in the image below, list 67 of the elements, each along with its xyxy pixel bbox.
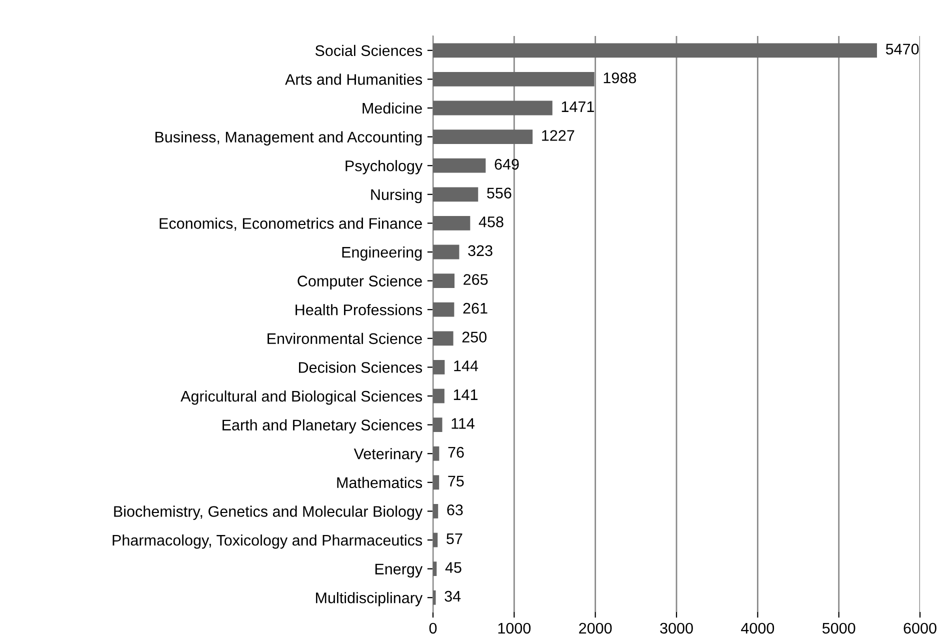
- bar: [433, 446, 440, 461]
- data-label: 1988: [604, 72, 636, 84]
- y-tick-label: Engineering: [342, 246, 422, 261]
- data-label: 45: [445, 562, 462, 573]
- y-tick-label: Agricultural and Biological Sciences: [180, 390, 422, 405]
- data-label: 5470: [886, 44, 919, 54]
- bar: [433, 360, 445, 374]
- bar: [433, 504, 438, 518]
- data-label: 1471: [562, 101, 594, 112]
- data-label: 34: [444, 590, 461, 602]
- bar: [433, 187, 478, 202]
- x-tick-label: 4000: [741, 622, 774, 634]
- bar: [433, 590, 436, 605]
- y-tick-label: Psychology: [346, 160, 423, 174]
- data-label: 141: [454, 389, 478, 400]
- y-tick-label: Multidisciplinary: [316, 592, 423, 606]
- x-tick-label: 1000: [498, 622, 531, 634]
- data-label: 1227: [542, 130, 574, 141]
- y-tick-label: Biochemistry, Genetics and Molecular Biology: [114, 506, 423, 520]
- bar: [433, 244, 460, 260]
- bar: [433, 475, 440, 490]
- y-tick-label: Environmental Science: [268, 332, 422, 344]
- bar: [433, 158, 486, 173]
- y-tick-label: Social Sciences: [315, 44, 422, 56]
- data-label: 75: [448, 476, 464, 486]
- data-label: 458: [478, 216, 504, 228]
- y-tick-label: Pharmacology, Toxicology and Pharmaceutics: [112, 534, 422, 549]
- y-tick-label: Business, Management and Accounting: [155, 131, 422, 146]
- bar: [433, 72, 594, 86]
- y-tick-label: Mathematics: [337, 476, 422, 488]
- bar: [433, 418, 442, 432]
- bar: [433, 331, 454, 346]
- x-tick-label: 2000: [579, 622, 612, 634]
- data-label: 57: [446, 533, 462, 544]
- y-tick-label: Computer Science: [298, 275, 422, 290]
- data-label: 556: [487, 188, 512, 198]
- x-tick-label: 5000: [822, 622, 856, 634]
- data-label: 261: [463, 302, 488, 314]
- bar: [433, 562, 437, 576]
- bar: [433, 388, 444, 404]
- x-tick-label: 0: [429, 622, 437, 634]
- bar: [433, 274, 455, 288]
- bar: [433, 302, 454, 317]
- bar: [433, 532, 438, 548]
- x-tick-label: 3000: [660, 622, 693, 634]
- data-label: 114: [452, 418, 475, 429]
- data-label: 250: [462, 332, 487, 342]
- bar: [433, 43, 877, 58]
- y-tick-label: Veterinary: [354, 448, 423, 462]
- data-label: 76: [448, 446, 464, 458]
- y-tick-label: Nursing: [371, 188, 422, 204]
- bar: [433, 100, 552, 116]
- y-tick-label: Earth and Planetary Sciences: [222, 419, 422, 434]
- data-label: 649: [494, 158, 519, 170]
- bar: [433, 216, 470, 230]
- data-label: 144: [454, 360, 478, 372]
- x-tick-label: 6000: [904, 622, 936, 634]
- bar: [433, 130, 533, 144]
- y-tick-label: Medicine: [362, 102, 422, 114]
- data-label: 265: [464, 274, 488, 285]
- y-tick-label: Economics, Econometrics and Finance: [160, 218, 422, 231]
- y-tick-label: Arts and Humanities: [285, 74, 422, 85]
- y-tick-label: Health Professions: [296, 304, 422, 316]
- y-tick-label: Decision Sciences: [299, 362, 422, 373]
- data-label: 323: [468, 245, 492, 256]
- data-label: 63: [447, 504, 463, 516]
- y-tick-label: Energy: [375, 564, 423, 578]
